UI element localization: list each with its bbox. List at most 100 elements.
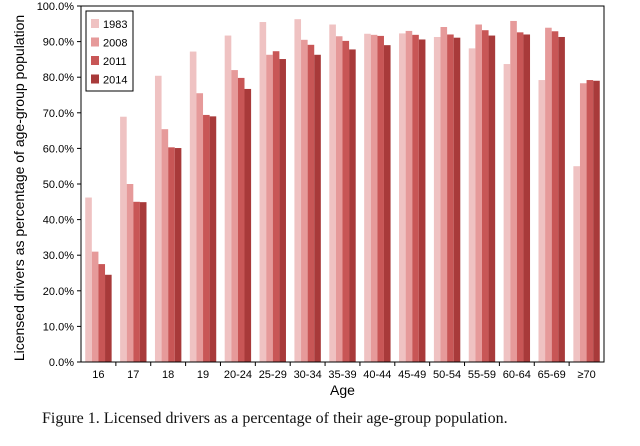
bar-2014-17 — [139, 202, 147, 362]
bar-2014-45-49 — [418, 39, 426, 363]
bar-2011-≥70 — [586, 80, 594, 362]
bar-2011-45-49 — [412, 34, 419, 362]
y-tick-label: 10.0% — [43, 321, 74, 333]
y-tick-label: 30.0% — [43, 250, 74, 262]
bar-2014-30-34 — [314, 54, 321, 362]
bar-2014-19 — [209, 116, 217, 362]
bar-1983-≥70 — [573, 166, 580, 362]
y-axis-label: Licensed drivers as percentage of age-gr… — [11, 15, 27, 361]
x-tick-label: 50-54 — [433, 369, 461, 381]
bar-2014-65-69 — [558, 36, 565, 363]
bar-2008-19 — [196, 93, 204, 362]
bar-2014-25-29 — [279, 59, 286, 362]
x-axis-label: Age — [330, 382, 355, 398]
x-tick-label: 45-49 — [398, 369, 426, 381]
bar-1983-35-39 — [329, 24, 336, 363]
legend-label-2014: 2014 — [103, 75, 127, 87]
y-tick-label: 100.0% — [37, 1, 75, 13]
x-tick-label: ≥70 — [577, 369, 595, 381]
bar-2008-40-44 — [370, 34, 378, 362]
legend-swatch-2014 — [91, 74, 99, 84]
bar-1983-65-69 — [538, 80, 546, 362]
legend-swatch-2011 — [91, 56, 99, 65]
x-tick-labels: 16 17 18 19 20-24 25-29 30-34 35-39 40-44 45-49 50… — [92, 362, 596, 381]
x-tick-label: 40-44 — [363, 369, 391, 381]
y-tick-label: 70.0% — [43, 108, 74, 120]
bar-2014-60-64 — [523, 34, 531, 362]
bar-2011-16 — [98, 264, 106, 362]
bar-2008-17 — [126, 184, 134, 362]
bar-2008-45-49 — [405, 30, 413, 362]
x-tick-label: 60-64 — [503, 369, 531, 381]
x-tick-label: 65-69 — [538, 369, 566, 381]
x-tick-label: 35-39 — [328, 369, 356, 381]
bar-2008-60-64 — [510, 20, 517, 363]
legend-swatch-2008 — [91, 37, 99, 47]
bar-1983-25-29 — [259, 22, 267, 363]
legend-label-2011: 2011 — [103, 56, 127, 68]
bar-2014-20-24 — [244, 88, 252, 362]
y-tick-label: 20.0% — [43, 286, 74, 298]
bar-2014-35-39 — [349, 49, 356, 362]
bar-series-group — [85, 19, 600, 363]
legend-swatch-1983 — [91, 19, 99, 28]
bar-1983-16 — [85, 197, 92, 362]
y-tick-label: 0.0% — [49, 357, 74, 369]
legend-label-1983: 1983 — [103, 19, 127, 31]
bar-1983-55-59 — [468, 48, 476, 362]
x-tick-label: 19 — [197, 369, 209, 381]
x-tick-label: 16 — [92, 369, 104, 381]
bar-2014-50-54 — [453, 37, 461, 363]
bar-2008-30-34 — [301, 39, 308, 362]
bar-2014-40-44 — [383, 45, 391, 362]
bar-2011-35-39 — [342, 40, 350, 362]
bar-1983-19 — [189, 51, 197, 363]
bar-1983-50-54 — [433, 36, 441, 363]
bar-1983-45-49 — [399, 33, 406, 363]
x-tick-label: 17 — [127, 369, 139, 381]
figure-caption: Figure 1. Licensed drivers as a percenta… — [42, 410, 508, 427]
bar-2008-18 — [161, 129, 169, 362]
bar-2008-35-39 — [335, 36, 343, 362]
bar-2011-17 — [133, 201, 140, 362]
bar-1983-30-34 — [294, 19, 302, 363]
bar-1983-17 — [120, 116, 127, 362]
bar-2008-55-59 — [475, 24, 482, 363]
bar-1983-40-44 — [364, 33, 371, 362]
legend-label-2008: 2008 — [103, 38, 127, 50]
y-tick-label: 50.0% — [43, 179, 74, 191]
bar-2014-≥70 — [593, 80, 600, 362]
bar-chart: 0.0% 10.0% 20.0% 30.0% 40.0% 50.0% 60.0% 70.0% 8… — [11, 1, 605, 398]
bar-2008-20-24 — [231, 70, 238, 362]
bar-2011-25-29 — [272, 51, 280, 362]
bar-1983-18 — [154, 75, 162, 362]
bar-2014-16 — [105, 274, 112, 362]
bar-2008-≥70 — [579, 83, 587, 362]
y-tick-label: 60.0% — [43, 143, 74, 155]
bar-2014-18 — [174, 148, 182, 362]
bar-2011-20-24 — [237, 77, 245, 363]
bar-2011-50-54 — [447, 34, 454, 362]
bar-2011-18 — [168, 147, 175, 362]
legend: 1983 2008 2011 2014 — [85, 10, 134, 92]
bar-1983-20-24 — [224, 35, 232, 362]
x-tick-label: 20-24 — [224, 369, 252, 381]
y-tick-label: 90.0% — [43, 37, 74, 49]
x-tick-label: 25-29 — [259, 369, 287, 381]
y-tick-label: 40.0% — [43, 215, 74, 227]
bar-2008-25-29 — [266, 54, 273, 362]
bar-2014-55-59 — [488, 35, 496, 362]
x-tick-label: 18 — [162, 369, 174, 381]
bar-2008-50-54 — [440, 27, 448, 363]
y-tick-labels: 0.0% 10.0% 20.0% 30.0% 40.0% 50.0% 60.0% 70.0% 8… — [37, 1, 75, 369]
plot-area-frame — [80, 5, 605, 363]
y-tick-marks — [77, 5, 81, 363]
bar-2011-55-59 — [481, 30, 489, 362]
bar-1983-60-64 — [503, 64, 511, 362]
bar-2008-16 — [91, 251, 99, 362]
bar-2011-60-64 — [516, 32, 524, 363]
bar-2011-30-34 — [307, 44, 315, 362]
bar-2011-19 — [203, 114, 210, 362]
x-tick-label: 55-59 — [468, 369, 496, 381]
bar-2011-40-44 — [377, 35, 384, 363]
